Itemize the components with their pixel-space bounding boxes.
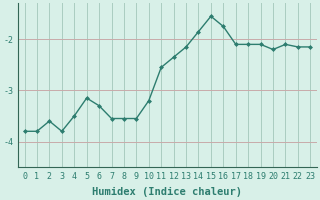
X-axis label: Humidex (Indice chaleur): Humidex (Indice chaleur): [92, 186, 243, 197]
